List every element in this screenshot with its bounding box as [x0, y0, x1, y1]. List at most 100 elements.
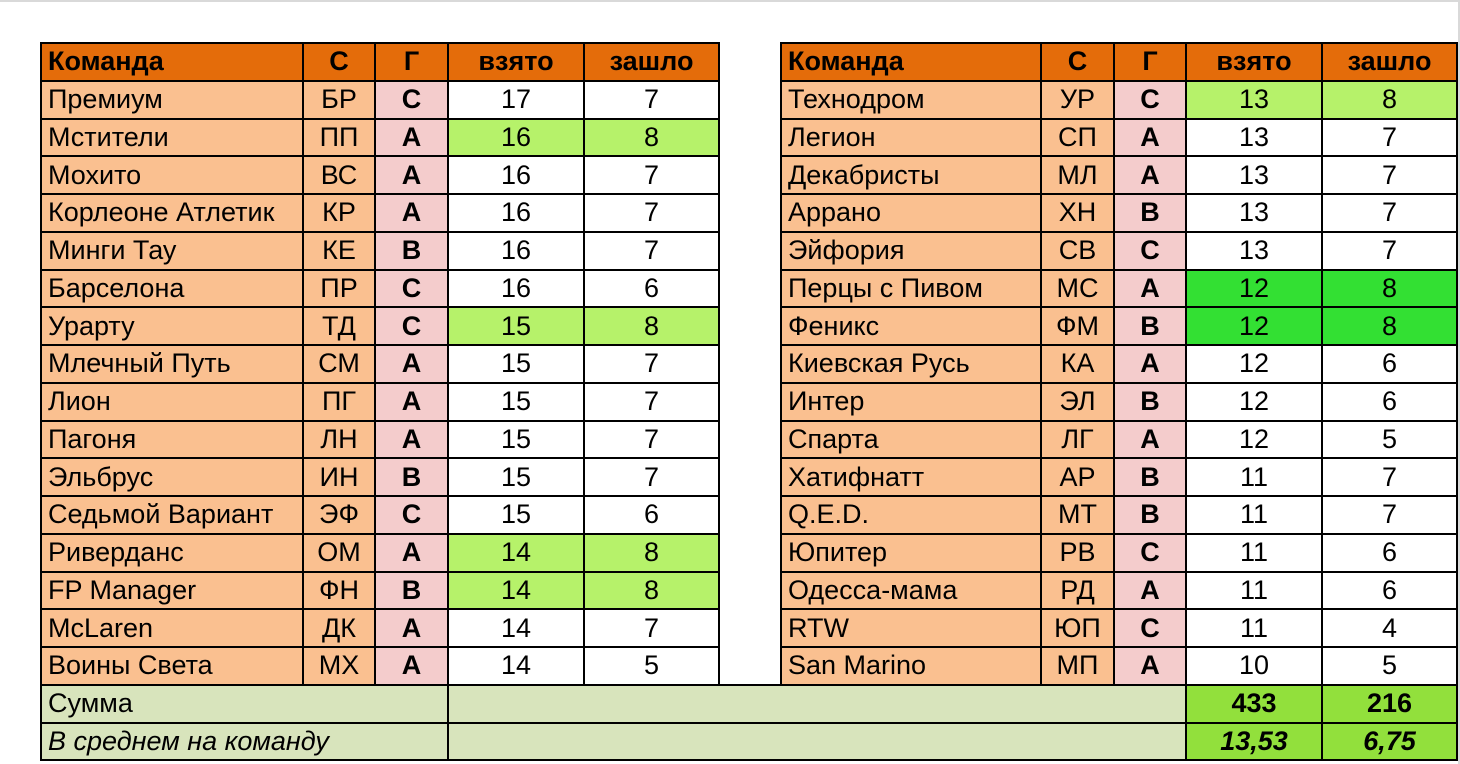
left-passed-value[interactable]: 8	[583, 117, 720, 158]
right-team-group[interactable]: А	[1113, 117, 1187, 158]
right-passed-value[interactable]: 7	[1321, 155, 1458, 195]
left-team-group[interactable]: А	[374, 344, 449, 384]
left-team-code[interactable]: ПР	[302, 268, 376, 309]
right-taken-value[interactable]: 13	[1185, 117, 1323, 158]
right-team-group[interactable]: С	[1113, 79, 1187, 120]
left-passed-value[interactable]: 7	[583, 381, 720, 422]
right-header-passed[interactable]: зашло	[1321, 42, 1458, 82]
right-passed-value[interactable]: 7	[1321, 117, 1458, 158]
left-passed-value[interactable]: 6	[583, 495, 720, 535]
left-header-taken[interactable]: взято	[447, 42, 585, 82]
left-team-group[interactable]: В	[374, 230, 449, 271]
sum-passed-value[interactable]: 216	[1321, 683, 1458, 724]
sum-label[interactable]: Сумма	[40, 683, 449, 724]
left-taken-value[interactable]: 14	[447, 646, 585, 686]
left-team-group[interactable]: С	[374, 495, 449, 535]
right-team-name[interactable]: Спарта	[780, 419, 1042, 460]
right-team-name[interactable]: Хатифнатт	[780, 457, 1042, 497]
left-passed-value[interactable]: 7	[583, 193, 720, 233]
left-team-name[interactable]: Млечный Путь	[40, 344, 304, 384]
left-team-code[interactable]: БР	[302, 79, 376, 120]
left-passed-value[interactable]: 7	[583, 344, 720, 384]
right-team-name[interactable]: Аррано	[780, 193, 1042, 233]
left-team-group[interactable]: А	[374, 532, 449, 573]
left-taken-value[interactable]: 16	[447, 155, 585, 195]
right-team-code[interactable]: ЭЛ	[1040, 381, 1115, 422]
left-team-code[interactable]: ИН	[302, 457, 376, 497]
right-passed-value[interactable]: 5	[1321, 646, 1458, 686]
left-team-code[interactable]: КЕ	[302, 230, 376, 271]
right-team-code[interactable]: СП	[1040, 117, 1115, 158]
right-team-name[interactable]: Легион	[780, 117, 1042, 158]
right-passed-value[interactable]: 8	[1321, 268, 1458, 309]
left-team-name[interactable]: Мохито	[40, 155, 304, 195]
left-header-passed[interactable]: зашло	[583, 42, 720, 82]
right-team-group[interactable]: В	[1113, 381, 1187, 422]
left-team-code[interactable]: ВС	[302, 155, 376, 195]
left-passed-value[interactable]: 7	[583, 79, 720, 120]
right-team-group[interactable]: А	[1113, 344, 1187, 384]
left-team-group[interactable]: В	[374, 457, 449, 497]
right-passed-value[interactable]: 7	[1321, 457, 1458, 497]
right-team-code[interactable]: ЮП	[1040, 608, 1115, 648]
right-header-group[interactable]: Г	[1113, 42, 1187, 82]
right-team-code[interactable]: АР	[1040, 457, 1115, 497]
left-taken-value[interactable]: 15	[447, 419, 585, 460]
left-team-code[interactable]: ОМ	[302, 532, 376, 573]
right-team-name[interactable]: Одесса-мама	[780, 570, 1042, 611]
right-team-group[interactable]: В	[1113, 306, 1187, 346]
right-passed-value[interactable]: 6	[1321, 570, 1458, 611]
right-passed-value[interactable]: 7	[1321, 495, 1458, 535]
left-team-code[interactable]: ФН	[302, 570, 376, 611]
left-taken-value[interactable]: 16	[447, 117, 585, 158]
right-team-name[interactable]: Q.E.D.	[780, 495, 1042, 535]
right-taken-value[interactable]: 11	[1185, 608, 1323, 648]
left-team-code[interactable]: ЛН	[302, 419, 376, 460]
right-taken-value[interactable]: 12	[1185, 419, 1323, 460]
right-taken-value[interactable]: 12	[1185, 344, 1323, 384]
left-team-name[interactable]: Барселона	[40, 268, 304, 309]
left-passed-value[interactable]: 7	[583, 230, 720, 271]
average-taken-value[interactable]: 13,53	[1185, 721, 1323, 762]
left-team-name[interactable]: Воины Света	[40, 646, 304, 686]
right-taken-value[interactable]: 13	[1185, 155, 1323, 195]
left-team-code[interactable]: ПГ	[302, 381, 376, 422]
right-passed-value[interactable]: 5	[1321, 419, 1458, 460]
left-team-name[interactable]: Пагоня	[40, 419, 304, 460]
left-team-code[interactable]: МХ	[302, 646, 376, 686]
right-team-name[interactable]: Перцы с Пивом	[780, 268, 1042, 309]
left-passed-value[interactable]: 5	[583, 646, 720, 686]
left-passed-value[interactable]: 7	[583, 155, 720, 195]
left-taken-value[interactable]: 15	[447, 306, 585, 346]
left-passed-value[interactable]: 7	[583, 457, 720, 497]
left-team-name[interactable]: Премиум	[40, 79, 304, 120]
left-team-name[interactable]: Урарту	[40, 306, 304, 346]
left-header-code[interactable]: С	[302, 42, 376, 82]
right-taken-value[interactable]: 11	[1185, 570, 1323, 611]
right-team-group[interactable]: В	[1113, 457, 1187, 497]
left-team-name[interactable]: Эльбрус	[40, 457, 304, 497]
left-team-group[interactable]: А	[374, 646, 449, 686]
left-team-code[interactable]: ЭФ	[302, 495, 376, 535]
left-team-code[interactable]: ТД	[302, 306, 376, 346]
right-team-group[interactable]: А	[1113, 155, 1187, 195]
left-team-group[interactable]: А	[374, 193, 449, 233]
right-team-code[interactable]: МС	[1040, 268, 1115, 309]
left-team-code[interactable]: СМ	[302, 344, 376, 384]
right-team-group[interactable]: А	[1113, 268, 1187, 309]
left-team-group[interactable]: А	[374, 381, 449, 422]
right-taken-value[interactable]: 10	[1185, 646, 1323, 686]
left-taken-value[interactable]: 15	[447, 344, 585, 384]
left-team-group[interactable]: В	[374, 570, 449, 611]
sum-fill-cell[interactable]	[447, 683, 1187, 724]
right-passed-value[interactable]: 6	[1321, 381, 1458, 422]
right-team-name[interactable]: Киевская Русь	[780, 344, 1042, 384]
right-passed-value[interactable]: 6	[1321, 532, 1458, 573]
right-team-group[interactable]: В	[1113, 495, 1187, 535]
right-passed-value[interactable]: 7	[1321, 230, 1458, 271]
right-team-group[interactable]: С	[1113, 532, 1187, 573]
left-passed-value[interactable]: 7	[583, 608, 720, 648]
right-team-code[interactable]: МЛ	[1040, 155, 1115, 195]
average-label[interactable]: В среднем на команду	[40, 721, 449, 762]
right-team-code[interactable]: ЛГ	[1040, 419, 1115, 460]
